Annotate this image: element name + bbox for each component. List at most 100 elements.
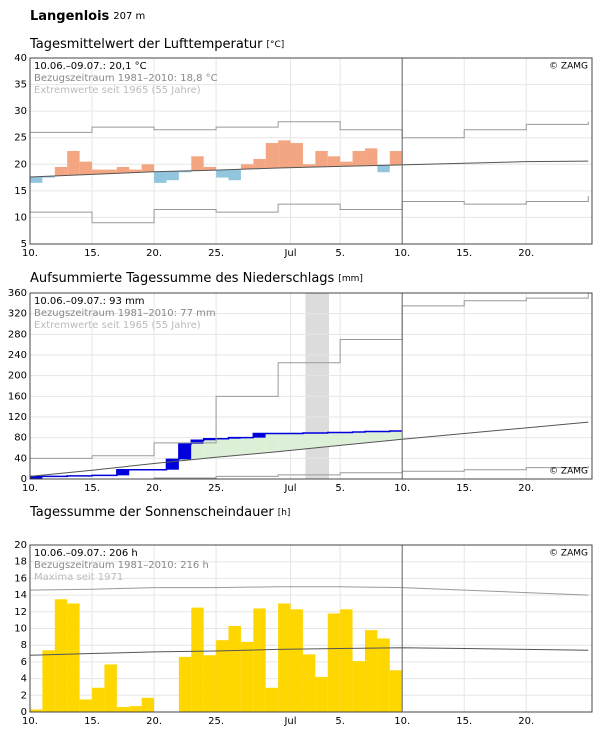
surplus-fill <box>340 432 353 445</box>
y-tick-label: 0 <box>21 707 27 718</box>
x-tick-label: 20. <box>518 483 534 494</box>
bar <box>302 654 316 712</box>
bar <box>191 156 204 171</box>
bar <box>290 143 303 168</box>
daily-increase <box>253 433 266 438</box>
y-tick-label: 20 <box>14 540 27 551</box>
bar <box>302 164 316 168</box>
bar <box>327 613 341 712</box>
bar <box>67 151 80 176</box>
daily-increase <box>203 438 217 441</box>
bar <box>364 630 378 712</box>
note: Extremwerte seit 1965 (55 Jahre) <box>34 85 201 96</box>
bar <box>104 664 117 712</box>
bar <box>178 656 192 712</box>
surplus-fill <box>191 440 204 460</box>
x-tick-label: Jul <box>283 248 296 259</box>
note: Bezugszeitraum 1981–2010: 77 mm <box>34 308 216 319</box>
surplus-fill <box>203 438 217 458</box>
bar <box>240 164 254 170</box>
x-tick-label: 15. <box>84 483 100 494</box>
bar <box>216 640 229 712</box>
note: Bezugszeitraum 1981–2010: 216 h <box>34 560 209 571</box>
y-tick-label: 0 <box>21 474 27 485</box>
surplus-fill <box>352 431 365 444</box>
x-tick-label: 10. <box>394 483 410 494</box>
x-tick-label: 15. <box>456 716 472 727</box>
x-tick-label: 5. <box>335 483 345 494</box>
line <box>29 421 589 477</box>
y-tick-label: 160 <box>8 391 27 402</box>
x-tick-label: 20. <box>518 248 534 259</box>
bar <box>54 599 68 712</box>
surplus-fill <box>302 433 316 449</box>
surplus-fill <box>228 437 241 456</box>
title-text: Tagesmittelwert der Lufttemperatur <box>29 37 263 52</box>
station: Langenlois <box>30 9 110 24</box>
bar <box>104 169 117 174</box>
bar <box>352 151 365 166</box>
title-text: Tagessumme der Sonnenscheindauer <box>29 505 274 520</box>
bar <box>265 143 279 169</box>
bar <box>216 169 229 178</box>
y-tick-label: 5 <box>21 239 27 250</box>
title-text: Aufsummierte Tagessumme des Niederschlag… <box>30 271 335 286</box>
step-line <box>30 293 589 459</box>
plot-area <box>30 58 592 244</box>
bar <box>228 169 241 181</box>
y-tick-label: 16 <box>14 573 27 584</box>
x-tick-label: 15. <box>84 716 100 727</box>
bar <box>253 608 266 712</box>
y-tick-label: 6 <box>21 657 27 668</box>
x-tick-label: 20. <box>146 248 162 259</box>
altitude: 207 m <box>113 11 145 22</box>
y-tick-label: 8 <box>21 640 27 651</box>
x-tick-label: 25. <box>208 716 224 727</box>
daily-increase <box>166 459 179 470</box>
x-tick-label: 15. <box>84 248 100 259</box>
bar <box>228 625 241 712</box>
bar <box>203 166 217 171</box>
surplus-fill <box>240 437 254 455</box>
bar <box>290 609 303 712</box>
bar <box>327 156 341 167</box>
bar <box>116 166 130 174</box>
bar <box>191 607 204 712</box>
bar <box>389 151 403 165</box>
bar <box>364 148 378 166</box>
bar <box>278 140 291 168</box>
y-tick-label: 10 <box>14 212 27 223</box>
bar <box>141 697 155 712</box>
bar <box>166 171 179 181</box>
bar <box>377 638 390 712</box>
x-tick-label: 10. <box>22 483 38 494</box>
daily-increase <box>178 443 192 460</box>
bar <box>92 687 105 712</box>
surplus-fill <box>327 432 341 447</box>
step-line <box>30 121 589 139</box>
surplus-fill <box>377 431 390 442</box>
x-tick-label: 20. <box>518 716 534 727</box>
line <box>29 160 589 178</box>
bar <box>253 158 266 169</box>
y-tick-label: 35 <box>14 80 27 91</box>
daily-increase <box>30 476 43 479</box>
unit: [h] <box>278 508 291 518</box>
source: © ZAMG <box>549 62 588 72</box>
y-tick-label: 4 <box>21 674 27 685</box>
x-tick-label: 10. <box>22 248 38 259</box>
surplus-fill <box>265 433 279 453</box>
bar <box>178 170 192 173</box>
surplus-fill <box>315 433 328 448</box>
x-tick-label: 15. <box>456 248 472 259</box>
bar <box>79 699 93 712</box>
x-tick-label: 15. <box>456 483 472 494</box>
unit: [°C] <box>267 40 285 50</box>
note: 10.06.–09.07.: 93 mm <box>34 296 145 307</box>
bar <box>340 161 353 167</box>
note: Extremwerte seit 1965 (55 Jahre) <box>34 320 201 331</box>
bar <box>30 709 43 712</box>
x-tick-label: 5. <box>335 248 345 259</box>
y-tick-label: 280 <box>8 329 27 340</box>
